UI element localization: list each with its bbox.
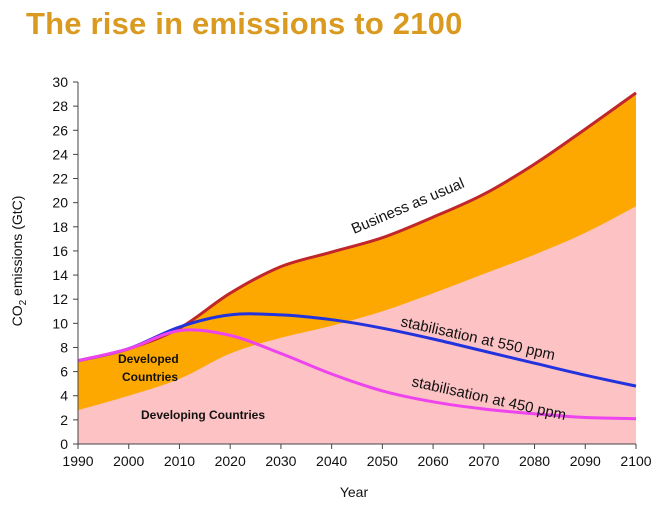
y-tick-label: 30 — [52, 74, 68, 90]
line-layer — [77, 91, 637, 421]
x-tick-label: 2060 — [418, 453, 449, 469]
slide-title: The rise in emissions to 2100 — [26, 6, 463, 41]
x-tick-label: 2040 — [316, 453, 347, 469]
x-tick-label: 2020 — [215, 453, 246, 469]
y-tick-label: 24 — [52, 146, 68, 162]
stabilisation-450-line — [77, 328, 637, 421]
developing-countries-area — [78, 206, 636, 444]
x-tick-label: 2010 — [164, 453, 195, 469]
y-tick-label: 18 — [52, 219, 68, 235]
x-tick-label: 2000 — [113, 453, 144, 469]
stabilisation-550-line — [77, 312, 637, 388]
x-tick-label: 1990 — [62, 453, 93, 469]
area-layer — [78, 92, 636, 445]
developed-countries-label: Developed — [118, 352, 179, 366]
y-tick-label: 16 — [52, 243, 68, 259]
x-tick-label: 2090 — [570, 453, 601, 469]
y-tick-label: 22 — [52, 171, 68, 187]
y-tick-label: 0 — [60, 436, 68, 452]
x-tick-label: 2080 — [519, 453, 550, 469]
x-tick-label: 2100 — [620, 453, 651, 469]
x-tick-label: 2030 — [265, 453, 296, 469]
y-tick-label: 26 — [52, 122, 68, 138]
x-tick-label: 2050 — [367, 453, 398, 469]
y-tick-label: 20 — [52, 195, 68, 211]
y-tick-label: 6 — [60, 364, 68, 380]
y-tick-label: 8 — [60, 339, 68, 355]
y-tick-label: 14 — [52, 267, 68, 283]
y-tick-label: 2 — [60, 412, 68, 428]
y-tick-label: 10 — [52, 315, 68, 331]
developed-countries-label: Countries — [122, 370, 178, 384]
y-tick-label: 28 — [52, 98, 68, 114]
developing-countries-label: Developing Countries — [141, 408, 265, 422]
x-axis-label: Year — [340, 484, 369, 500]
y-tick-label: 12 — [52, 291, 68, 307]
y-axis-label: CO2 emissions (GtC) — [9, 196, 29, 327]
y-tick-label: 4 — [60, 388, 68, 404]
x-tick-label: 2070 — [468, 453, 499, 469]
